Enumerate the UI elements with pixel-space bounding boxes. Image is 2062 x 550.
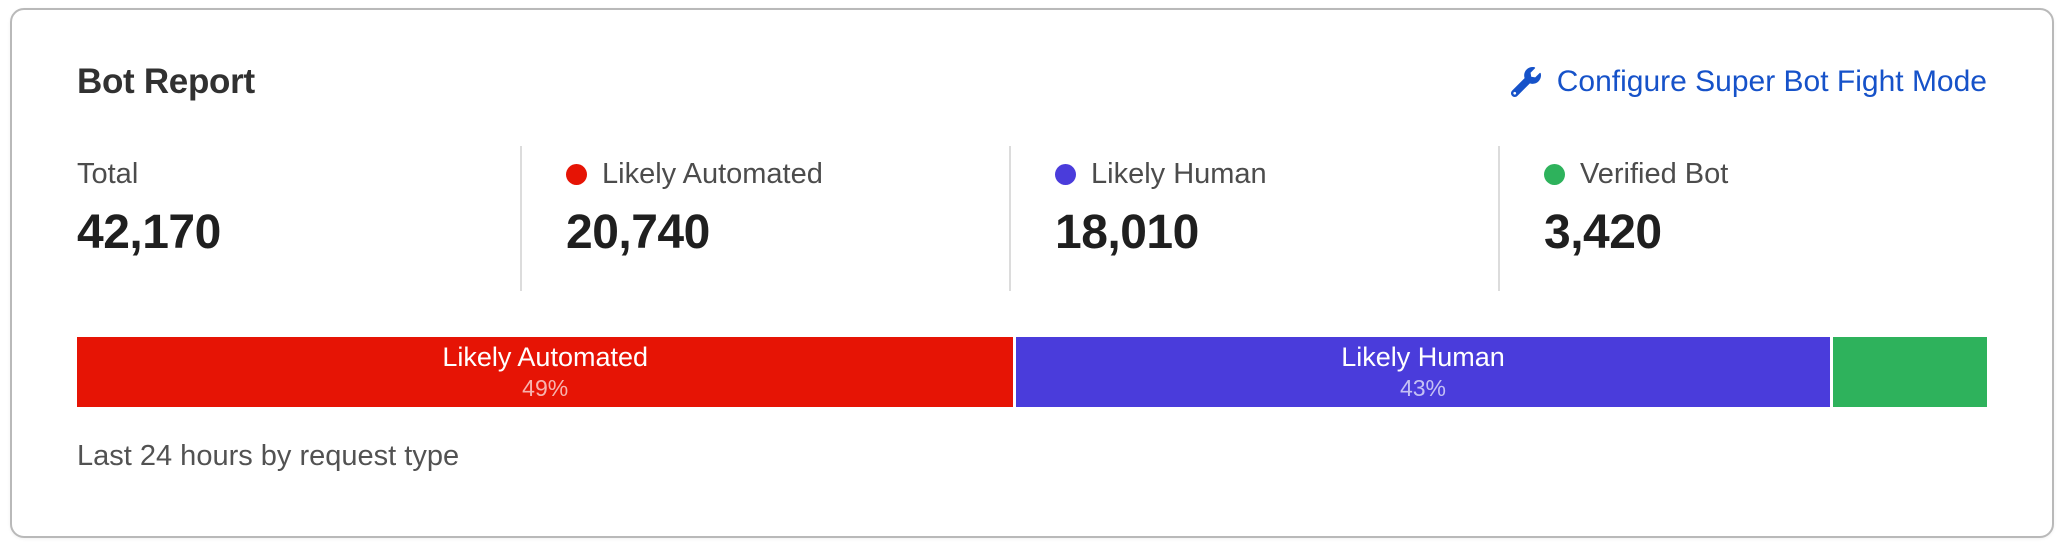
stat-value-total: 42,170 (77, 206, 221, 259)
card-header: Bot Report Configure Super Bot Fight Mod… (77, 62, 1987, 102)
stat-col-likely-human: Likely Human 18,010 (1009, 146, 1498, 291)
stat-col-likely-automated: Likely Automated 20,740 (520, 146, 1009, 291)
stat-value-likely-automated: 20,740 (566, 206, 710, 259)
configure-super-bot-fight-mode-link[interactable]: Configure Super Bot Fight Mode (1510, 65, 1987, 99)
stat-label-text: Verified Bot (1580, 158, 1729, 190)
stat-label-text: Total (77, 158, 139, 190)
stat-value-likely-human: 18,010 (1055, 206, 1199, 259)
stat-value-verified-bot: 3,420 (1544, 206, 1662, 259)
stat-label: Likely Human (1055, 158, 1498, 191)
bar-segment-percent: 43% (1399, 374, 1447, 401)
stat-label: Verified Bot (1544, 158, 1987, 191)
chart-caption: Last 24 hours by request type (77, 440, 460, 472)
stat-col-verified-bot: Verified Bot 3,420 (1498, 146, 1987, 291)
wrench-icon (1510, 67, 1541, 98)
bot-report-card: Bot Report Configure Super Bot Fight Mod… (10, 8, 2054, 538)
likely-human-dot-icon (1055, 164, 1076, 185)
bar-segment-likely-automated: Likely Automated 49% (77, 337, 1014, 407)
stacked-bar: Likely Automated 49% Likely Human 43% (77, 337, 1988, 407)
stat-label: Likely Automated (566, 158, 1009, 191)
bar-segment-label: Likely Human (1341, 341, 1505, 372)
page-title: Bot Report (77, 62, 255, 101)
bar-segment-likely-human: Likely Human 43% (1016, 337, 1830, 407)
likely-automated-dot-icon (566, 164, 587, 185)
bar-segment-label: Likely Automated (442, 341, 648, 372)
stat-label-text: Likely Human (1091, 158, 1267, 190)
stat-label: Total (77, 158, 520, 191)
stat-label-text: Likely Automated (602, 158, 823, 190)
stats-row: Total 42,170 Likely Automated 20,740 Lik… (77, 146, 1987, 291)
verified-bot-dot-icon (1544, 164, 1565, 185)
stat-col-total: Total 42,170 (77, 146, 520, 291)
bar-segment-verified-bot (1832, 337, 1988, 407)
configure-link-label: Configure Super Bot Fight Mode (1556, 65, 1987, 98)
bar-segment-percent: 49% (522, 374, 569, 401)
